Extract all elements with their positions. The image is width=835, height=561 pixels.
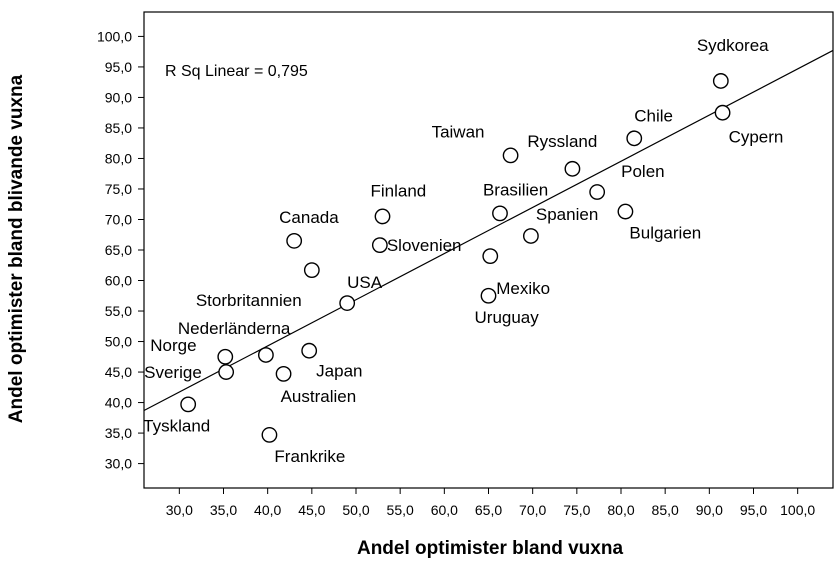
point-tyskland	[180, 396, 197, 413]
y-tick-label: 90,0	[105, 89, 132, 105]
point-label-norge: Norge	[150, 336, 196, 355]
x-axis-title: Andel optimister bland vuxna	[357, 538, 623, 559]
point-label-tyskland: Tyskland	[143, 416, 210, 435]
x-tick-label: 60,0	[431, 502, 458, 518]
point-polen	[589, 184, 606, 200]
point-australien	[275, 365, 292, 382]
point-storbritannien	[303, 262, 320, 279]
y-tick-label: 95,0	[105, 59, 132, 75]
point-label-mexiko: Mexiko	[496, 279, 550, 298]
y-tick-label: 50,0	[105, 334, 132, 350]
y-tick-label: 75,0	[105, 181, 132, 197]
x-tick-label: 55,0	[387, 502, 414, 518]
point-taiwan	[502, 147, 519, 164]
y-tick-label: 40,0	[105, 395, 132, 411]
point-label-polen: Polen	[621, 162, 664, 181]
x-tick-label: 80,0	[607, 502, 634, 518]
y-tick-label: 45,0	[105, 364, 132, 380]
linear-fit-line	[143, 49, 834, 412]
x-tick-label: 40,0	[254, 502, 281, 518]
point-label-cypern: Cypern	[729, 128, 784, 147]
y-axis-title: Andel optimister bland blivande vuxna	[6, 74, 27, 423]
point-label-nederl-nderna: Nederländerna	[178, 319, 291, 338]
x-tick-label: 95,0	[740, 502, 767, 518]
x-tick-label: 30,0	[166, 502, 193, 518]
point-norge	[217, 348, 234, 365]
x-tick-label: 45,0	[298, 502, 325, 518]
point-label-frankrike: Frankrike	[274, 447, 345, 466]
point-uruguay	[480, 287, 497, 304]
x-tick-label: 65,0	[475, 502, 502, 518]
x-tick-label: 35,0	[210, 502, 237, 518]
y-tick-label: 55,0	[105, 303, 132, 319]
point-chile	[626, 130, 643, 147]
point-label-canada: Canada	[279, 208, 339, 227]
point-sydkorea	[712, 73, 729, 89]
y-tick-label: 30,0	[105, 456, 132, 472]
x-tick-label: 75,0	[563, 502, 590, 518]
x-tick-label: 70,0	[519, 502, 546, 518]
point-label-uruguay: Uruguay	[475, 308, 540, 327]
point-usa	[339, 295, 356, 311]
point-nederl-nderna	[257, 347, 274, 363]
point-ryssland	[564, 160, 581, 177]
point-label-brasilien: Brasilien	[483, 180, 548, 199]
point-label-sverige: Sverige	[144, 363, 202, 382]
point-label-japan: Japan	[316, 362, 362, 381]
point-label-spanien: Spanien	[536, 205, 598, 224]
x-tick-label: 85,0	[652, 502, 679, 518]
point-label-slovenien: Slovenien	[387, 236, 462, 255]
point-label-bulgarien: Bulgarien	[629, 224, 701, 243]
point-brasilien	[492, 205, 508, 222]
point-label-finland: Finland	[371, 181, 427, 200]
point-label-taiwan: Taiwan	[432, 122, 485, 141]
point-finland	[374, 208, 391, 225]
y-tick-label: 80,0	[105, 150, 132, 166]
y-tick-label: 100,0	[97, 28, 132, 44]
y-tick-label: 65,0	[105, 242, 132, 258]
x-tick-label: 90,0	[696, 502, 723, 518]
point-japan	[301, 342, 318, 359]
point-label-australien: Australien	[281, 387, 357, 406]
point-cypern	[714, 104, 731, 121]
y-tick-label: 85,0	[105, 120, 132, 136]
x-tick-label: 100,0	[780, 502, 815, 518]
point-bulgarien	[617, 203, 634, 220]
point-label-sydkorea: Sydkorea	[697, 36, 769, 55]
point-label-storbritannien: Storbritannien	[196, 291, 302, 310]
y-tick-label: 60,0	[105, 273, 132, 289]
x-tick-label: 50,0	[342, 502, 369, 518]
point-frankrike	[261, 427, 278, 443]
point-mexiko	[482, 248, 499, 265]
point-label-usa: USA	[347, 273, 383, 292]
point-label-ryssland: Ryssland	[527, 132, 597, 151]
y-tick-label: 35,0	[105, 425, 132, 441]
point-slovenien	[371, 237, 388, 254]
point-label-chile: Chile	[634, 106, 673, 125]
point-sverige	[218, 364, 235, 380]
point-canada	[286, 232, 303, 249]
point-spanien	[523, 228, 539, 244]
r-squared-annotation: R Sq Linear = 0,795	[165, 63, 308, 80]
y-tick-label: 70,0	[105, 211, 132, 227]
